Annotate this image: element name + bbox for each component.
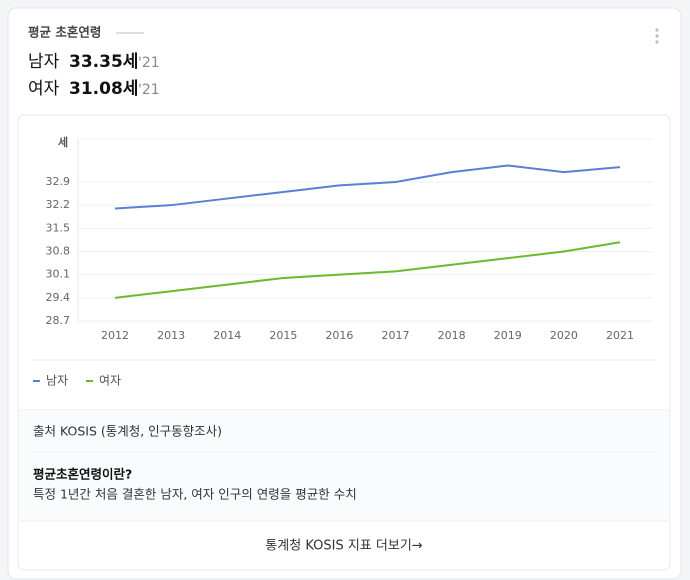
x-tick-label: 2018: [438, 329, 466, 342]
x-tick-label: 2013: [157, 329, 185, 342]
x-tick-label: 2021: [606, 329, 634, 342]
y-unit: 세: [58, 135, 68, 149]
info-area: [19, 411, 669, 521]
y-tick-label: 32.2: [46, 198, 71, 211]
definition-text: 특정 1년간 처음 결혼한 남자, 여자 인구의 연령을 평균한 수치: [33, 487, 357, 502]
stat-label: 남자: [28, 52, 60, 72]
stat-year: '21: [138, 55, 160, 71]
series-line: [114, 241, 621, 299]
x-tick-label: 2019: [494, 329, 522, 342]
x-tick-label: 2012: [101, 329, 129, 342]
y-tick-label: 29.4: [46, 291, 71, 304]
legend-label: 남자: [46, 374, 68, 388]
x-tick-label: 2015: [269, 329, 297, 342]
y-tick-label: 30.1: [46, 268, 71, 281]
card-title: 평균 초혼연령: [28, 25, 101, 40]
y-tick-label: 32.9: [46, 175, 71, 188]
stat-label: 여자: [28, 79, 60, 99]
series-line: [114, 164, 621, 210]
x-tick-label: 2017: [382, 329, 410, 342]
more-menu[interactable]: [655, 28, 659, 44]
definition-title: 평균초혼연령이란?: [33, 467, 132, 482]
x-tick-label: 2016: [325, 329, 353, 342]
x-tick-label: 2014: [213, 329, 241, 342]
y-tick-label: 28.7: [46, 314, 71, 327]
x-tick-label: 2020: [550, 329, 578, 342]
more-link[interactable]: 통계청 KOSIS 지표 더보기→: [265, 539, 422, 554]
y-tick-label: 31.5: [46, 221, 71, 234]
y-tick-label: 30.8: [46, 245, 71, 258]
stat-value: 33.35세: [69, 52, 138, 72]
source: 출처 KOSIS (통계청, 인구동향조사): [33, 424, 222, 439]
stat-value: 31.08세: [69, 79, 138, 99]
stat-year: '21: [138, 82, 160, 98]
legend-label: 여자: [99, 374, 121, 388]
